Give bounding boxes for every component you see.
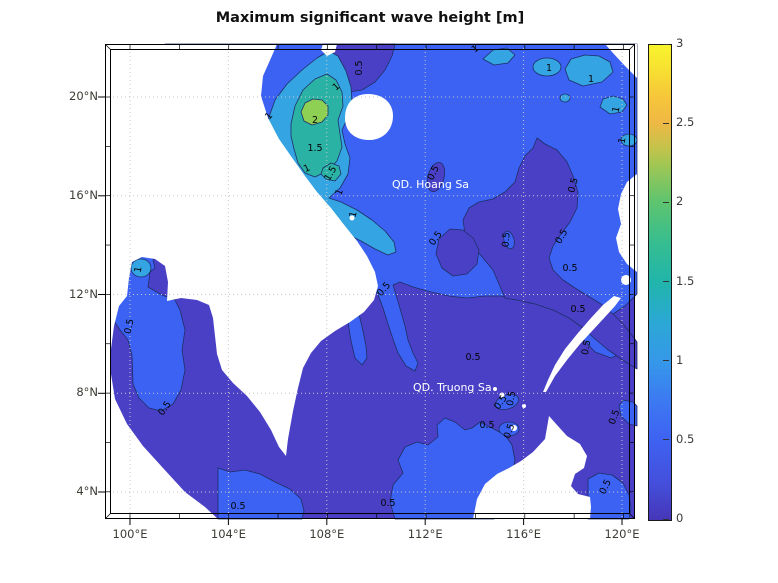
colorbar-tick-label: 3 [676,36,684,50]
band-15-2 [290,73,344,182]
colorbar-tick-mark [663,201,669,203]
colorbar-tick-label: 0 [676,511,684,525]
colorbar [648,44,672,521]
contour-label: 1 [588,74,594,85]
contour-label: 0.5 [580,339,593,356]
land-palawan [543,296,621,392]
colorbar-tick-label: 1 [676,352,684,367]
x-tick-label: 120°E [604,527,640,541]
contour-label: 0.5 [570,304,585,315]
colorbar-tick-mark [663,43,669,45]
contour-label: 0.5 [502,422,518,440]
contour-label: 0.5 [465,352,480,363]
map-plot-area: 0.5 0.5 0.5 0.5 0.5 0.5 0.5 0.5 0.5 0.5 0.5 0.5 0.5 0… [98,43,638,525]
place-label: QD. Hoang Sa [392,178,469,191]
contour-label: 0.5 [566,177,581,194]
contour-label: 0.5 [123,318,137,335]
contour-label: 1 [348,210,360,218]
contour-label: 1 [133,266,145,274]
colorbar-tick-label: 2.5 [676,115,695,130]
x-tick-label: 100°E [112,527,148,541]
x-tick-label: 112°E [407,527,443,541]
contour-label: 2 [312,115,318,126]
contour-label: 0.5 [380,498,395,509]
x-tick-label: 108°E [309,527,345,541]
land-hainan [345,94,393,140]
colorbar-tick-mark [663,360,669,362]
contour-label: 1 [331,81,343,93]
map-border [105,44,635,519]
contour-label: 1 [263,110,275,122]
land-masses [105,44,637,519]
contour-label: 0.5 [607,408,623,426]
contour-map: 0.5 0.5 0.5 0.5 0.5 0.5 0.5 0.5 0.5 0.5 0.5 0.5 0.5 0… [98,43,638,525]
contour-label: 0.5 [562,263,577,274]
place-label: QD. Truong Sa [413,381,492,394]
contour-label: 1.5 [307,143,322,154]
y-tick-label: 16°N [69,187,98,202]
plot-title: Maximum significant wave height [m] [215,10,525,26]
colorbar-tick-label: 0.5 [676,431,695,446]
y-tick-label: 12°N [69,286,98,301]
colorbar-tick-mark [663,281,669,282]
y-tick-label: 8°N [76,385,98,400]
land-mindoro [621,275,631,285]
contour-label: 1 [546,63,552,74]
contour-label: 1 [333,187,345,196]
contour-label: 1 [611,105,623,113]
land-luzon [616,174,637,272]
contour-label: 0.5 [500,232,512,248]
colorbar-tick-label: 1.5 [676,273,695,288]
contour-label: 0.5 [479,420,494,431]
place-labels: QD. Hoang Sa QD. Truong Sa [392,178,492,394]
axis-tick-marks [98,96,623,525]
y-tick-label: 20°N [69,89,98,103]
grid-lines [105,44,635,519]
colorbar-tick-mark [663,518,669,520]
land-borneo [473,416,591,519]
colorbar-tick-mark [663,439,669,441]
contour-label: 1 [302,162,312,175]
band-2-25 [300,98,329,126]
contour-label: 0.5 [505,390,518,407]
contour-label: 0.5 [354,60,365,75]
colorbar-tick-mark [663,122,669,124]
contour-label: 1 [617,137,629,145]
colorbar-tick-label: 2 [676,194,684,209]
contour-label: 0.5 [230,501,245,512]
x-tick-label: 116°E [506,527,542,541]
land-indochina [105,44,378,519]
y-tick-label: 4°N [76,484,98,498]
x-tick-label: 104°E [210,527,246,541]
